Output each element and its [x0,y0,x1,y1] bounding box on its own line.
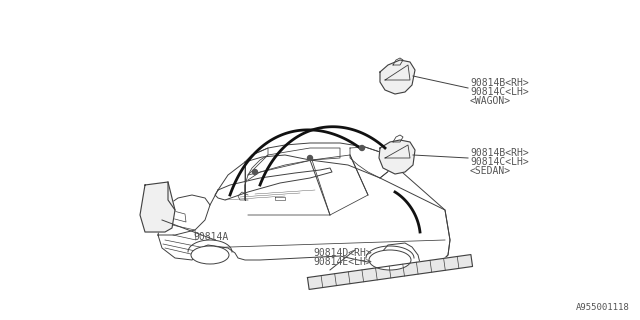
Polygon shape [307,255,472,289]
Circle shape [360,146,365,150]
Ellipse shape [369,250,411,270]
Text: <WAGON>: <WAGON> [470,96,511,106]
Text: 90814B<RH>: 90814B<RH> [470,78,529,88]
Polygon shape [140,182,175,232]
Text: 90814B<RH>: 90814B<RH> [470,148,529,158]
Text: 90814D<RH>: 90814D<RH> [313,248,372,258]
Circle shape [253,170,257,174]
Circle shape [307,156,312,161]
Text: 90814C<LH>: 90814C<LH> [470,87,529,97]
Text: A955001118: A955001118 [576,303,630,312]
Polygon shape [379,140,415,174]
Text: 90814C<LH>: 90814C<LH> [470,157,529,167]
Text: 90814E<LH>: 90814E<LH> [313,257,372,267]
Text: <SEDAN>: <SEDAN> [470,166,511,176]
Ellipse shape [191,246,229,264]
Text: 90814A: 90814A [193,232,228,242]
Polygon shape [380,60,415,94]
